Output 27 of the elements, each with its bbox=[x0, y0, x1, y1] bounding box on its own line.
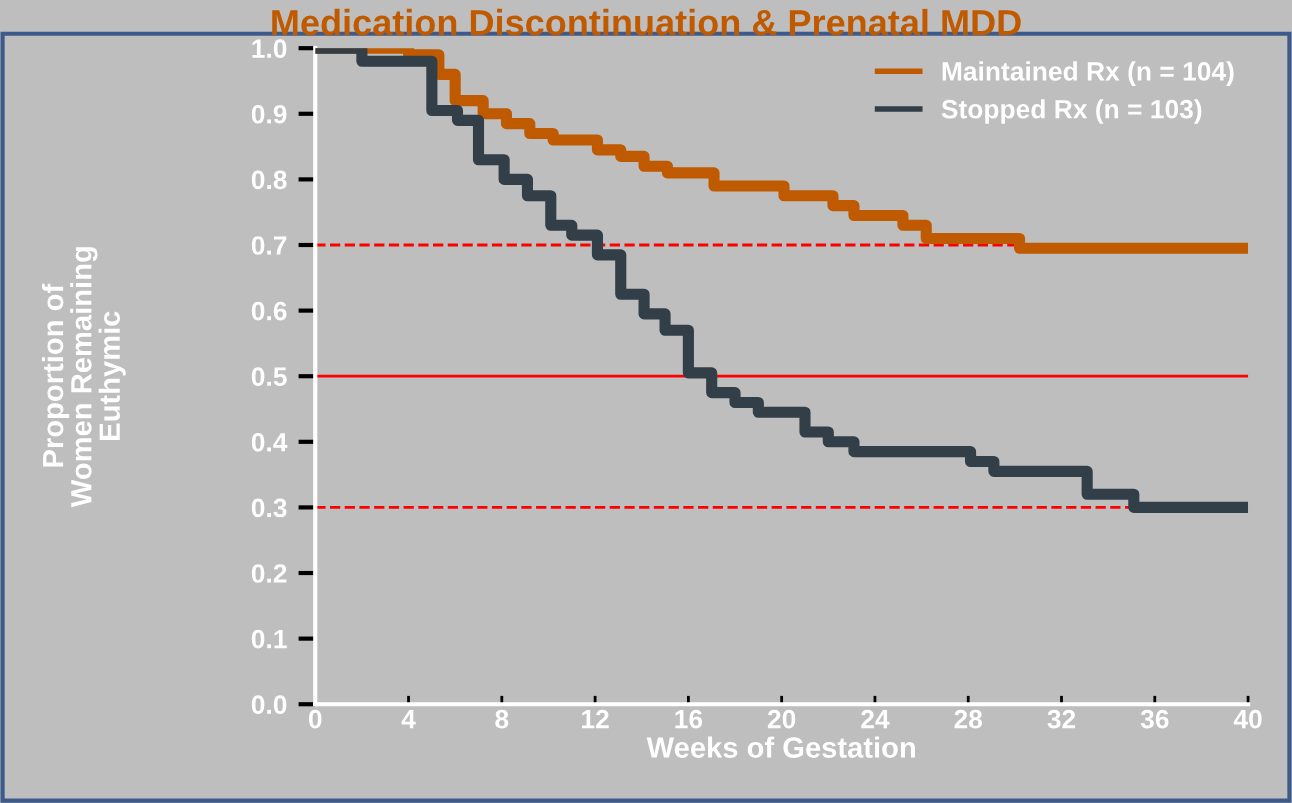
y-tick-label: 0.1 bbox=[251, 629, 287, 649]
y-tick-label: 1.0 bbox=[252, 39, 287, 58]
x-tick-label: 28 bbox=[954, 709, 983, 729]
x-tick-label: 0 bbox=[308, 709, 322, 729]
chart-title: Medication Discontinuation & Prenatal MDD bbox=[272, 8, 1021, 36]
x-tick-label: 16 bbox=[675, 709, 703, 729]
x-tick-label: 32 bbox=[1047, 709, 1076, 729]
y-tick-label: 0.9 bbox=[251, 104, 287, 124]
legend-label: Maintained Rx (n = 104) bbox=[942, 61, 1234, 86]
x-axis-title: Weeks of Gestation bbox=[646, 736, 915, 758]
x-tick-label: 12 bbox=[582, 709, 609, 729]
x-tick-label: 4 bbox=[401, 710, 416, 729]
y-tick-label: 0.6 bbox=[251, 301, 287, 321]
x-tick-label: 40 bbox=[1233, 709, 1262, 729]
y-tick-label: 0.0 bbox=[251, 695, 287, 715]
legend-label: Stopped Rx (n = 103) bbox=[941, 99, 1202, 124]
x-tick-label: 36 bbox=[1140, 709, 1169, 729]
y-tick-label: 0.4 bbox=[251, 432, 288, 452]
y-tick-label: 0.8 bbox=[251, 170, 287, 190]
y-axis-title: Proportion of Women Remaining Euthymic bbox=[41, 247, 126, 508]
x-tick-label: 8 bbox=[495, 709, 509, 729]
y-tick-label: 0.2 bbox=[251, 564, 287, 583]
y-tick-label: 0.5 bbox=[251, 367, 287, 387]
y-tick-label: 0.7 bbox=[251, 236, 287, 255]
y-tick-label: 0.3 bbox=[251, 498, 287, 518]
x-tick-label: 20 bbox=[767, 709, 796, 729]
x-tick-label: 24 bbox=[861, 709, 890, 729]
